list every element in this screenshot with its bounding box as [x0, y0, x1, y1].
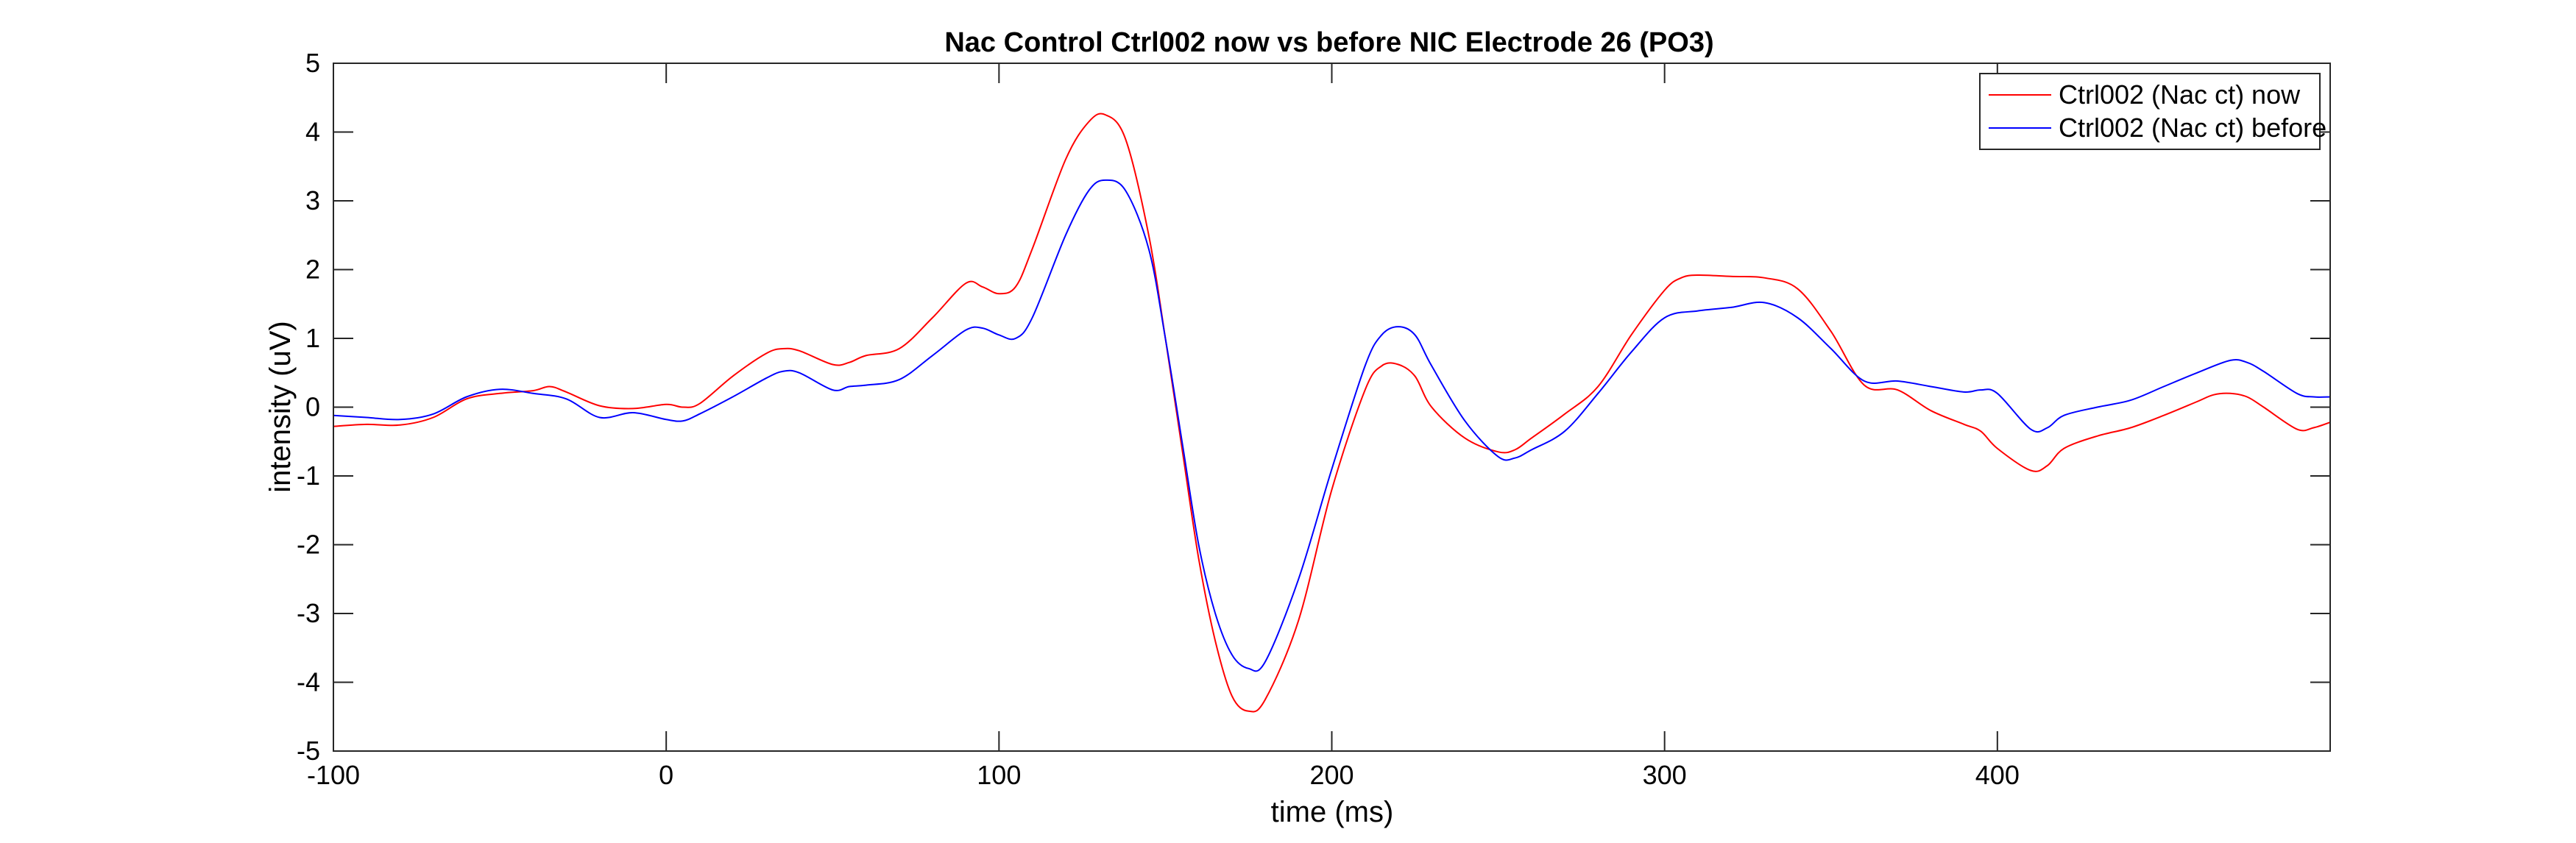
- x-tick-label: 400: [1975, 760, 2020, 790]
- series-line-now: [333, 113, 2331, 713]
- x-tick-label: 0: [659, 760, 673, 790]
- y-tick-label: 5: [305, 48, 320, 78]
- x-tick-label: 300: [1643, 760, 1687, 790]
- x-axis-label: time (ms): [1271, 796, 1394, 828]
- legend-label-now: Ctrl002 (Nac ct) now: [2059, 79, 2301, 110]
- y-tick-label: -1: [297, 460, 320, 491]
- y-tick-label: 1: [305, 323, 320, 353]
- legend-box: [1979, 73, 2321, 150]
- plot-frame: [333, 63, 2331, 752]
- y-tick-label: -4: [297, 667, 320, 697]
- ticks-layer: -100 0 100 200 300 400 -5 -4 -3 -2 -1 0 1 2 3 4 5: [297, 48, 2330, 790]
- series-line-before: [333, 179, 2331, 672]
- y-tick-label: 3: [305, 185, 320, 216]
- plot-area: [333, 63, 2330, 751]
- y-tick-label: 2: [305, 255, 320, 285]
- y-tick-label: 4: [305, 117, 320, 147]
- series-layer: [333, 113, 2331, 713]
- x-tick-label: 100: [977, 760, 1021, 790]
- x-tick-label: 200: [1309, 760, 1354, 790]
- x-tick-label: -100: [307, 760, 360, 790]
- y-tick-label: -5: [297, 736, 320, 766]
- y-tick-label: -3: [297, 598, 320, 628]
- y-tick-label: -2: [297, 530, 320, 560]
- y-tick-label: 0: [305, 392, 320, 422]
- legend: Ctrl002 (Nac ct) now Ctrl002 (Nac ct) be…: [1979, 73, 2326, 150]
- legend-label-before: Ctrl002 (Nac ct) before: [2059, 113, 2326, 143]
- chart-title: Nac Control Ctrl002 now vs before NIC El…: [944, 27, 1713, 58]
- y-axis-label: intensity (uV): [264, 321, 297, 492]
